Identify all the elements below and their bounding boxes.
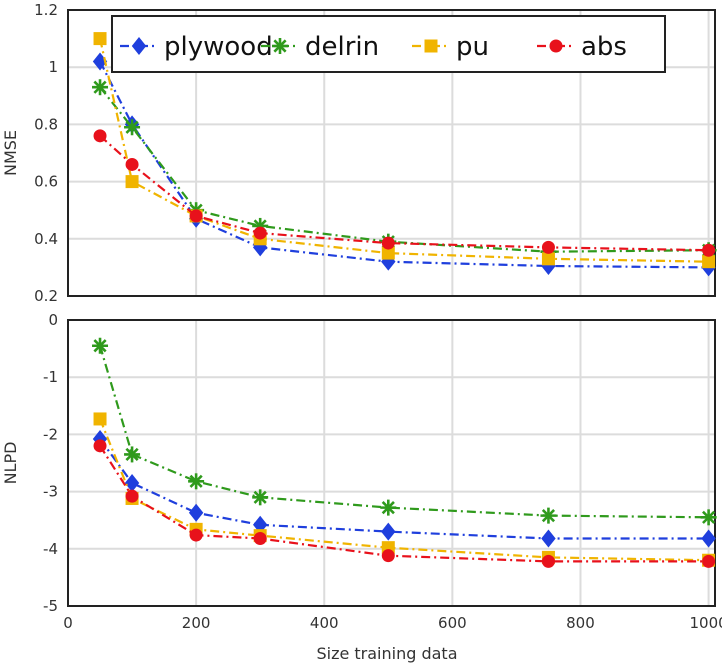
grid [68,320,715,606]
data-point-abs [253,226,267,240]
y-tick-label: -2 [43,425,58,443]
y-tick-label: 0.8 [34,115,58,133]
y-tick-label: -1 [43,368,58,386]
y-tick-label: -4 [43,540,58,558]
data-point-abs [125,157,139,171]
axes-box [67,319,716,607]
data-point-abs [702,554,716,568]
y-tick-label: 0.2 [34,287,58,305]
x-tick-label: 1000 [690,614,722,632]
y-tick-label: -3 [43,483,58,501]
legend-entry-plywood: plywood [120,32,273,62]
series-abs [93,129,716,257]
data-point-abs [93,129,107,143]
data-point-pu [93,32,107,46]
data-point-delrin [700,509,717,526]
data-point-delrin [380,499,397,516]
data-point-abs [381,549,395,563]
data-point-pu [381,246,395,260]
y-axis-label: NLPD [1,442,20,485]
x-tick-label: 200 [182,614,211,632]
data-point-delrin [92,79,109,96]
data-point-pu [541,252,555,266]
series-abs [93,439,716,568]
data-point-pu [93,412,107,426]
legend-entry-delrin: delrin [261,32,379,62]
nlpd-panel: -5 -4 -3 -2 -1 0 0 200 400 600 800 1000 NLPD [1,311,722,632]
data-point-delrin [252,489,269,506]
y-tick-label: -5 [43,597,58,615]
data-point-abs [93,439,107,453]
data-point-abs [253,532,267,546]
data-point-plywood [541,529,556,548]
x-tick-label: 400 [310,614,339,632]
legend-label-pu: pu [456,32,489,62]
data-point-abs [702,243,716,257]
legend-label-delrin: delrin [305,32,379,62]
data-point-abs [189,209,203,223]
data-point-abs [125,489,139,503]
data-point-abs [189,528,203,542]
data-point-plywood [381,522,396,541]
nmse-panel: 0.2 0.4 0.6 0.8 1 1.2 NMSE plywood delrin pu abs [1,1,717,305]
x-axis-label: Size training data [316,644,457,663]
y-tick-label: 0.4 [34,230,58,248]
legend-marker-plywood [131,37,147,55]
legend-entry-abs: abs [537,32,627,62]
legend-box [111,15,666,73]
y-tick-label: 0 [48,311,58,329]
data-point-abs [541,554,555,568]
y-tick-label: 0.6 [34,173,58,191]
data-point-plywood [188,503,204,522]
data-point-plywood [92,52,108,71]
legend: plywood delrin pu abs [111,15,666,73]
series-pu [93,412,716,567]
legend-marker-delrin [272,38,288,54]
legend-entry-pu: pu [412,32,489,62]
legend-label-plywood: plywood [164,32,273,62]
data-point-delrin [124,446,141,463]
series-delrin [92,337,717,526]
series-line-abs [99,445,709,563]
x-tick-label: 0 [63,614,73,632]
series-line-abs [99,134,709,252]
x-tick-label: 800 [566,614,595,632]
data-point-pu [702,255,716,269]
y-tick-label: 1 [48,58,58,76]
data-point-pu [125,175,139,189]
legend-label-abs: abs [581,32,627,62]
data-point-delrin [92,337,109,354]
y-tick-label: 1.2 [34,1,58,19]
legend-marker-pu [424,39,438,53]
series-plywood [92,429,716,548]
data-point-abs [381,236,395,250]
series-line-delrin [99,86,709,253]
data-point-abs [541,240,555,254]
series-delrin [92,79,717,260]
data-point-delrin [124,119,141,136]
data-point-delrin [188,473,205,490]
legend-marker-abs [549,39,563,53]
axes-box [67,9,716,297]
series-line-plywood [99,60,709,269]
data-point-plywood [124,474,140,493]
data-point-delrin [540,507,557,524]
y-axis-label: NMSE [1,130,20,176]
data-point-plywood [701,529,716,548]
x-tick-label: 600 [438,614,467,632]
